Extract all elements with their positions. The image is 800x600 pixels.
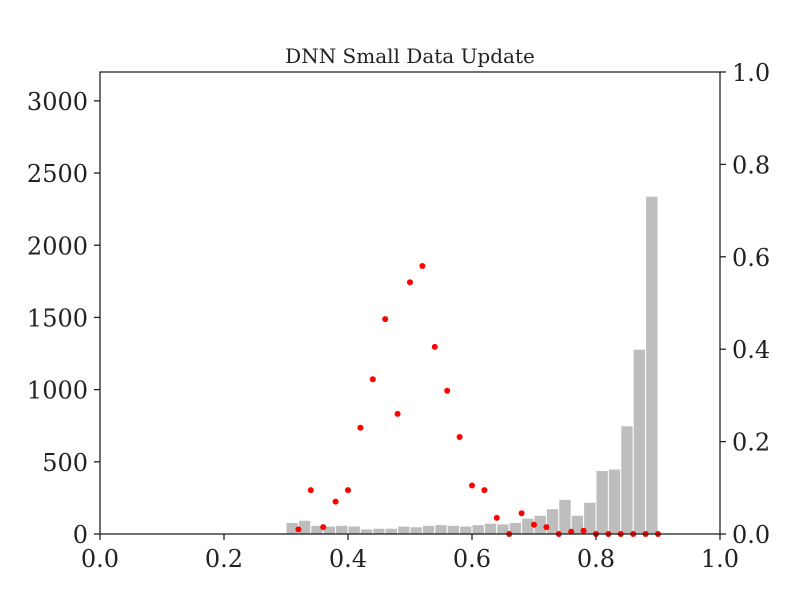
left-y-tick-label: 500: [42, 449, 88, 477]
scatter-point: [469, 482, 475, 489]
histogram-bar: [632, 348, 647, 535]
left-y-axis: 0 500 1000 1500 2000 2500 3000: [27, 88, 100, 549]
left-y-tick-label: 0: [73, 521, 88, 549]
scatter-point: [456, 433, 463, 440]
histogram-bar: [558, 498, 572, 535]
histogram-bar: [595, 469, 609, 535]
chart-title: DNN Small Data Update: [285, 44, 535, 68]
scatter-point: [444, 387, 451, 394]
right-y-tick-label: 0.8: [732, 151, 770, 179]
plot-frame: [99, 71, 721, 535]
left-y-tick-label: 1000: [27, 377, 88, 405]
right-y-tick-label: 0.0: [732, 521, 770, 549]
x-tick-label: 1.0: [701, 545, 739, 573]
histogram-bar: [483, 522, 498, 535]
histogram-bar: [434, 524, 448, 535]
histogram-bar: [359, 528, 374, 535]
scatter-point: [493, 514, 500, 521]
scatter-point: [431, 343, 438, 350]
x-tick-label: 0.2: [205, 545, 243, 573]
histogram-bar: [421, 524, 436, 535]
right-y-axis: 0.0 0.2 0.4 0.6 0.8 1.0: [720, 59, 770, 549]
histogram-bar: [397, 525, 411, 535]
histogram-bar: [335, 524, 349, 535]
x-tick-label: 0.6: [453, 545, 491, 573]
left-y-tick-label: 2500: [27, 160, 88, 188]
scatter-point: [320, 524, 327, 531]
right-y-tick-label: 0.2: [732, 429, 770, 457]
histogram-bar: [446, 524, 461, 535]
left-y-tick-label: 2000: [27, 232, 88, 260]
x-tick-label: 0.4: [329, 545, 367, 573]
scatter-point: [345, 487, 351, 494]
histogram-bar: [471, 524, 485, 535]
histogram-bar: [607, 468, 622, 535]
histogram-bar: [620, 425, 634, 535]
scatter-point: [543, 524, 550, 531]
left-y-tick-label: 1500: [27, 304, 88, 332]
scatter-point: [518, 510, 525, 517]
x-tick-label: 0.0: [81, 545, 119, 573]
scatter-point: [407, 279, 413, 286]
scatter-point: [419, 263, 426, 270]
histogram-bar: [459, 525, 473, 535]
scatter-point: [332, 498, 339, 505]
right-y-tick-label: 0.4: [732, 336, 770, 364]
right-y-tick-label: 0.6: [732, 244, 770, 272]
x-axis: 0.0 0.2 0.4 0.6 0.8 1.0: [81, 534, 739, 573]
histogram-bar: [545, 508, 560, 535]
histogram-bar: [347, 525, 361, 535]
histogram-bar: [384, 527, 399, 535]
left-y-tick-label: 3000: [27, 88, 88, 116]
scatter-point: [481, 487, 488, 494]
scatter-point: [307, 487, 314, 494]
histogram-bar: [372, 527, 386, 535]
x-tick-label: 0.8: [577, 545, 615, 573]
scatter-point: [369, 376, 376, 383]
scatter-point: [357, 424, 364, 431]
right-y-tick-label: 1.0: [732, 59, 770, 87]
scatter-point: [568, 528, 575, 535]
scatter-point: [382, 316, 389, 323]
histogram-bar: [645, 195, 659, 535]
scatter-point: [531, 521, 537, 528]
scatter-point: [394, 410, 401, 417]
scatter-point: [580, 527, 587, 534]
scatter-point: [295, 526, 302, 533]
histogram-bar: [409, 526, 423, 535]
